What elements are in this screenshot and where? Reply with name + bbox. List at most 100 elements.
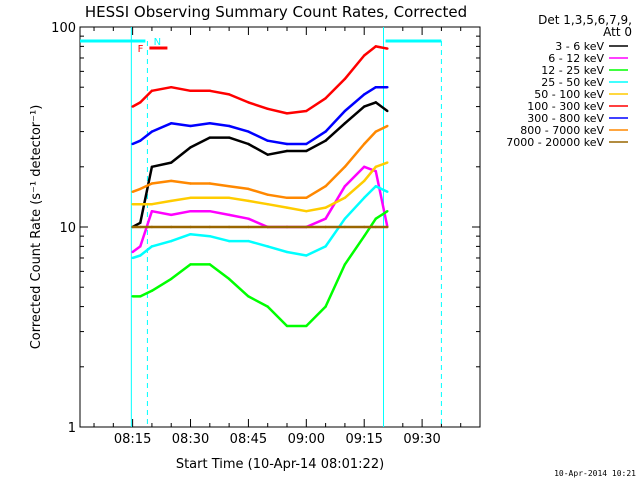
data-point: [139, 203, 142, 206]
data-point: [343, 109, 347, 113]
data-point: [363, 225, 366, 229]
data-point: [227, 136, 231, 139]
data-point: [363, 142, 366, 146]
series-line: [132, 45, 388, 115]
data-point: [150, 130, 154, 133]
series-line: [132, 124, 388, 200]
legend-title-line-1: Det 1,3,5,6,7,9,: [538, 13, 632, 27]
data-point: [189, 124, 192, 128]
data-point: [374, 165, 377, 168]
data-point: [374, 184, 377, 188]
data-point: [247, 239, 250, 243]
y-tick-label: 10: [59, 221, 76, 236]
series-line: [132, 161, 388, 213]
data-point: [189, 225, 192, 229]
legend-label: 6 - 12 keV: [548, 52, 604, 65]
data-point: [305, 324, 308, 328]
data-point: [324, 217, 327, 220]
data-point: [131, 250, 134, 254]
data-point: [386, 190, 389, 193]
data-point: [131, 225, 134, 229]
data-point: [363, 165, 366, 168]
data-point: [363, 196, 366, 199]
data-point: [139, 225, 142, 229]
data-point: [266, 139, 269, 142]
x-axis-label: Start Time (10-Apr-14 08:01:22): [176, 457, 384, 472]
data-point: [150, 245, 154, 248]
data-point: [227, 184, 231, 188]
data-point: [139, 139, 142, 142]
data-point: [374, 86, 377, 89]
data-point: [227, 213, 231, 217]
series-line: [132, 85, 388, 146]
data-point: [150, 165, 154, 168]
data-point: [343, 165, 347, 168]
data-point: [189, 209, 192, 213]
data-point: [266, 225, 269, 229]
legend-label: 300 - 800 keV: [527, 112, 604, 125]
data-point: [131, 203, 134, 206]
data-point: [343, 184, 347, 188]
data-point: [285, 206, 289, 209]
data-point: [324, 184, 327, 188]
data-point: [363, 93, 366, 96]
data-point: [170, 225, 173, 229]
data-point: [285, 149, 289, 153]
data-point: [266, 203, 269, 206]
data-point: [386, 47, 389, 50]
data-point: [150, 203, 154, 206]
data-point: [227, 277, 231, 281]
flag-f-label: F: [138, 44, 144, 55]
data-point: [324, 130, 327, 133]
data-point: [285, 196, 289, 199]
y-tick-label: 1: [68, 421, 76, 436]
data-point: [285, 324, 289, 328]
data-point: [170, 122, 173, 125]
data-point: [131, 105, 134, 108]
data-point: [374, 101, 377, 104]
data-point: [208, 89, 212, 92]
legend-label: 25 - 50 keV: [541, 76, 604, 89]
data-point: [170, 179, 173, 183]
chart-title: HESSI Observing Summary Count Rates, Cor…: [85, 3, 467, 21]
data-point: [386, 209, 389, 213]
data-point: [189, 233, 192, 236]
legend-title-line-2: Att 0: [603, 25, 632, 39]
data-point: [363, 54, 366, 57]
data-point: [324, 139, 327, 142]
legend-label: 50 - 100 keV: [534, 88, 604, 101]
data-point: [247, 199, 250, 203]
data-point: [386, 124, 389, 128]
data-point: [247, 142, 250, 146]
data-point: [343, 196, 347, 199]
data-point: [227, 124, 231, 128]
data-point: [386, 225, 389, 229]
data-point: [208, 263, 212, 266]
data-point: [139, 245, 142, 248]
series-line: [132, 101, 389, 229]
timestamp: 10-Apr-2014 10:21: [554, 469, 636, 478]
data-point: [227, 225, 231, 229]
data-point: [189, 196, 192, 199]
data-point: [363, 234, 366, 238]
legend-label: 100 - 300 keV: [527, 100, 604, 113]
x-tick-label: 09:15: [345, 432, 382, 447]
data-point: [139, 295, 142, 298]
data-point: [227, 196, 231, 199]
x-tick-label: 08:45: [230, 432, 267, 447]
data-point: [343, 77, 347, 81]
legend-label: 3 - 6 keV: [555, 40, 604, 53]
data-point: [363, 179, 366, 183]
data-point: [386, 161, 389, 164]
data-point: [170, 213, 173, 217]
data-point: [139, 221, 142, 224]
x-tick-label: 08:15: [114, 432, 151, 447]
data-point: [247, 295, 250, 298]
data-point: [247, 130, 250, 133]
data-point: [189, 89, 192, 92]
x-tick-label: 09:30: [403, 432, 440, 447]
data-point: [305, 254, 308, 257]
data-point: [324, 206, 327, 209]
flag-n-label: N: [154, 37, 161, 48]
